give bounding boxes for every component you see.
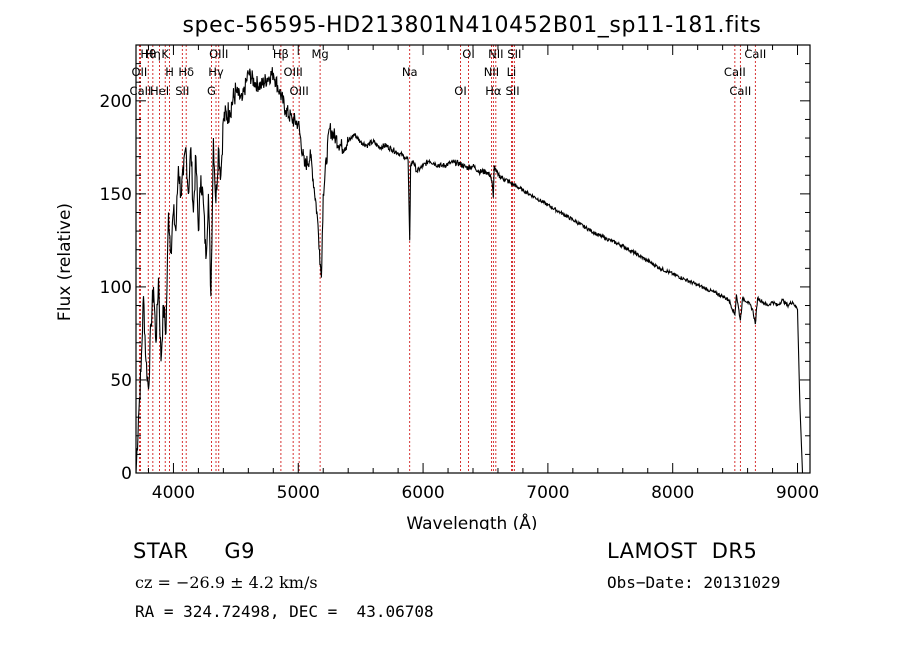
- survey-label: LAMOST DR5: [607, 539, 758, 563]
- spectral-line-label: OII: [131, 65, 147, 79]
- observation-date: Obs−Date: 20131029: [607, 573, 781, 592]
- spectral-line-label: Hγ: [208, 65, 224, 79]
- x-tick-label: 9000: [776, 483, 819, 503]
- redshift-velocity: cz = −26.9 ± 4.2 km/s: [135, 573, 318, 592]
- x-axis-label: Wavelength (Å): [406, 512, 537, 530]
- y-tick-label: 0: [121, 464, 132, 484]
- spectral-line-label: K: [161, 47, 169, 61]
- y-tick-labels: 0 50 100 150 200: [100, 92, 132, 484]
- spectral-line-label: Hθ: [140, 47, 156, 61]
- spectral-line-label: CaII: [729, 84, 751, 98]
- spectral-line-label: H: [165, 65, 174, 79]
- axis-ticks: [136, 45, 810, 474]
- spectral-line-label: G: [207, 84, 216, 98]
- y-tick-label: 50: [110, 371, 132, 391]
- spectral-line-label: Hδ: [178, 65, 194, 79]
- spectral-line-label: OIII: [284, 65, 303, 79]
- coordinates: RA = 324.72498, DEC = 43.06708: [135, 602, 434, 621]
- y-tick-label: 150: [100, 185, 132, 205]
- x-tick-labels: 4000 5000 6000 7000 8000 9000: [152, 483, 819, 503]
- spectral-line-label: CaII: [744, 47, 766, 61]
- object-class-label: STAR G9: [133, 539, 255, 563]
- x-tick-label: 7000: [526, 483, 569, 503]
- y-tick-label: 200: [100, 92, 132, 112]
- spectral-line-label: OI: [462, 47, 474, 61]
- y-tick-label: 100: [100, 278, 132, 298]
- chart-title: spec-56595-HD213801N410452B01_sp11-181.f…: [182, 13, 761, 38]
- spectral-line-labels: Hθ OII CaII KH HeI Hη Hδ SII OIII Hγ G Hβ OIII OIII Mg…: [130, 47, 767, 98]
- spectral-line-label: Na: [402, 65, 418, 79]
- spectral-line-label: Li: [507, 65, 517, 79]
- spectrum-line: [135, 67, 804, 474]
- x-tick-label: 4000: [152, 483, 195, 503]
- spectral-line-label: OIII: [209, 47, 228, 61]
- x-tick-label: 8000: [651, 483, 694, 503]
- spectral-line-label: CaII: [130, 84, 152, 98]
- spectrum-chart: Hθ OII CaII KH HeI Hη Hδ SII OIII Hγ G Hβ OIII OIII Mg…: [55, 13, 819, 530]
- spectral-line-label: Hα: [485, 84, 502, 98]
- spectral-line-label: OIII: [290, 84, 309, 98]
- plot-frame: [135, 44, 811, 474]
- spectral-line-label: SII: [507, 47, 521, 61]
- spectral-line-label: SII: [175, 84, 189, 98]
- spectral-line-label: Hη: [145, 47, 161, 61]
- spectral-line-label: HeI: [150, 84, 169, 98]
- x-tick-label: 6000: [401, 483, 444, 503]
- spectral-line-label: Mg: [311, 47, 328, 61]
- x-tick-label: 5000: [277, 483, 320, 503]
- spectral-line-label: CaII: [724, 65, 746, 79]
- spectral-line-label: SII: [506, 84, 520, 98]
- spectral-line-label: Hβ: [273, 47, 289, 61]
- spectral-line-label: NII: [488, 47, 503, 61]
- spectral-line-label: NII: [484, 65, 499, 79]
- spectral-line-label: OI: [454, 84, 466, 98]
- y-axis-label: Flux (relative): [55, 203, 75, 321]
